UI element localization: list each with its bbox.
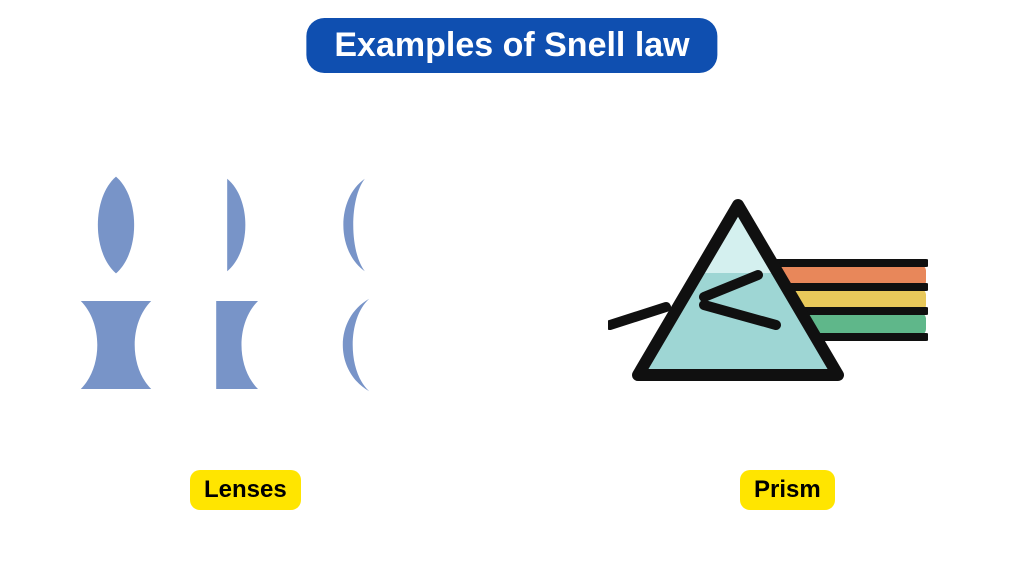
page-title: Examples of Snell law (306, 18, 717, 73)
incoming-ray (610, 307, 666, 325)
lenses-label: Lenses (190, 470, 301, 510)
lens-meniscus-convex-icon (301, 170, 411, 280)
lens-meniscus-convex (301, 170, 411, 280)
lens-meniscus-concave-icon (301, 290, 411, 400)
lens-biconcave-icon (61, 290, 171, 400)
prism-graphic (608, 175, 928, 415)
lens-grid (61, 170, 411, 400)
prism-label: Prism (740, 470, 835, 510)
lens-planoconvex-icon (181, 170, 291, 280)
lens-biconcave (61, 290, 171, 400)
content-row (0, 120, 1024, 460)
lens-planoconvex (181, 170, 291, 280)
lenses-panel (0, 120, 512, 460)
prism-icon (608, 175, 928, 415)
lens-meniscus-concave (301, 290, 411, 400)
lens-planoconcave (181, 290, 291, 400)
lens-biconvex (61, 170, 171, 280)
lens-planoconcave-icon (181, 290, 291, 400)
lens-biconvex-icon (61, 170, 171, 280)
prism-panel (512, 120, 1024, 460)
